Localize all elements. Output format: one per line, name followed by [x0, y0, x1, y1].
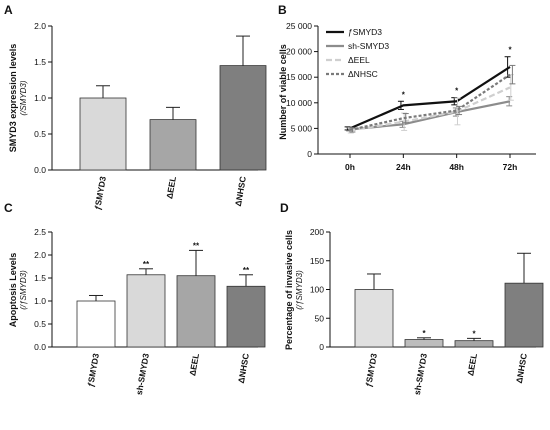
x-tick-label: 24h: [396, 162, 411, 172]
panel-label-c: C: [4, 201, 13, 215]
y-tick-label: 0.5: [34, 129, 46, 139]
bar: [504, 282, 544, 348]
y-tick-label: 1.0: [34, 93, 46, 103]
panel-label-b: B: [278, 3, 287, 17]
significance-marker: **: [243, 266, 250, 275]
panel-label-a: A: [4, 3, 13, 17]
significance-marker: *: [508, 46, 512, 55]
x-tick-label: ƒSMYD3: [85, 352, 101, 388]
x-tick-label: ΔEEL: [164, 176, 178, 200]
y-tick-label: 20 000: [286, 47, 312, 57]
x-tick-label: ΔNHSC: [514, 353, 529, 384]
bar: [149, 119, 197, 171]
x-tick-label: 72h: [503, 162, 518, 172]
significance-marker: **: [143, 260, 150, 269]
x-tick-label: sh-SMYD3: [412, 352, 429, 395]
y-tick-label: 1.0: [34, 296, 46, 306]
y-tick-label: 0: [319, 342, 324, 352]
panel-label-d: D: [280, 201, 289, 215]
significance-marker: *: [422, 329, 426, 338]
y-axis-label: Number of viable cells: [278, 44, 288, 140]
y-tick-label: 100: [310, 285, 324, 295]
x-tick-label: ƒSMYD3: [363, 352, 379, 388]
y-tick-label: 2.0: [34, 21, 46, 31]
bar: [404, 339, 444, 348]
x-tick-label: 48h: [449, 162, 464, 172]
y-tick-label: 1.5: [34, 57, 46, 67]
y-axis-label: Apoptosis Levels: [8, 253, 18, 328]
y-tick-label: 0.5: [34, 319, 46, 329]
legend-label: ƒSMYD3: [348, 27, 382, 37]
x-tick-label: ΔNHSC: [236, 353, 251, 384]
bar: [176, 275, 216, 348]
y-tick-label: 1.5: [34, 273, 46, 283]
y-tick-label: 15 000: [286, 72, 312, 82]
bar: [354, 289, 394, 348]
y-axis-sublabel: (/ƒSMYD3): [295, 270, 304, 310]
y-axis-sublabel: (/ƒSMYD3): [19, 270, 28, 310]
bar: [226, 285, 266, 348]
series-line: [349, 66, 511, 130]
y-tick-label: 5 000: [291, 123, 313, 133]
y-axis-sublabel: (/SMYD3): [19, 80, 28, 115]
x-tick-label: 0h: [345, 162, 355, 172]
bar: [219, 65, 267, 171]
legend-label: sh-SMYD3: [348, 41, 389, 51]
series-line: [349, 100, 511, 131]
x-tick-label: sh-SMYD3: [134, 352, 151, 395]
y-axis-label: Percentage of invasive cells: [284, 230, 294, 350]
y-tick-label: 0.0: [34, 165, 46, 175]
bar: [454, 340, 494, 348]
bar: [126, 274, 166, 348]
significance-marker: **: [193, 241, 200, 250]
y-tick-label: 0: [307, 149, 312, 159]
significance-marker: *: [455, 87, 459, 96]
bar: [79, 97, 127, 171]
y-tick-label: 2.5: [34, 227, 46, 237]
y-tick-label: 0.0: [34, 342, 46, 352]
series-line: [349, 73, 511, 132]
x-tick-label: ΔNHSC: [233, 176, 248, 207]
bar: [76, 300, 116, 348]
y-tick-label: 25 000: [286, 21, 312, 31]
y-tick-label: 2.0: [34, 250, 46, 260]
x-tick-label: ΔEEL: [187, 353, 201, 377]
y-tick-label: 10 000: [286, 98, 312, 108]
significance-marker: *: [402, 90, 406, 99]
y-tick-label: 150: [310, 256, 324, 266]
y-axis-label: SMYD3 expression levels: [8, 44, 18, 153]
x-tick-label: ƒSMYD3: [92, 175, 108, 211]
y-tick-label: 200: [310, 227, 324, 237]
legend-label: ΔNHSC: [348, 69, 378, 79]
significance-marker: *: [472, 329, 476, 338]
y-tick-label: 50: [315, 313, 325, 323]
series-line: [349, 86, 511, 132]
legend-label: ΔEEL: [348, 55, 370, 65]
x-tick-label: ΔEEL: [465, 353, 479, 377]
